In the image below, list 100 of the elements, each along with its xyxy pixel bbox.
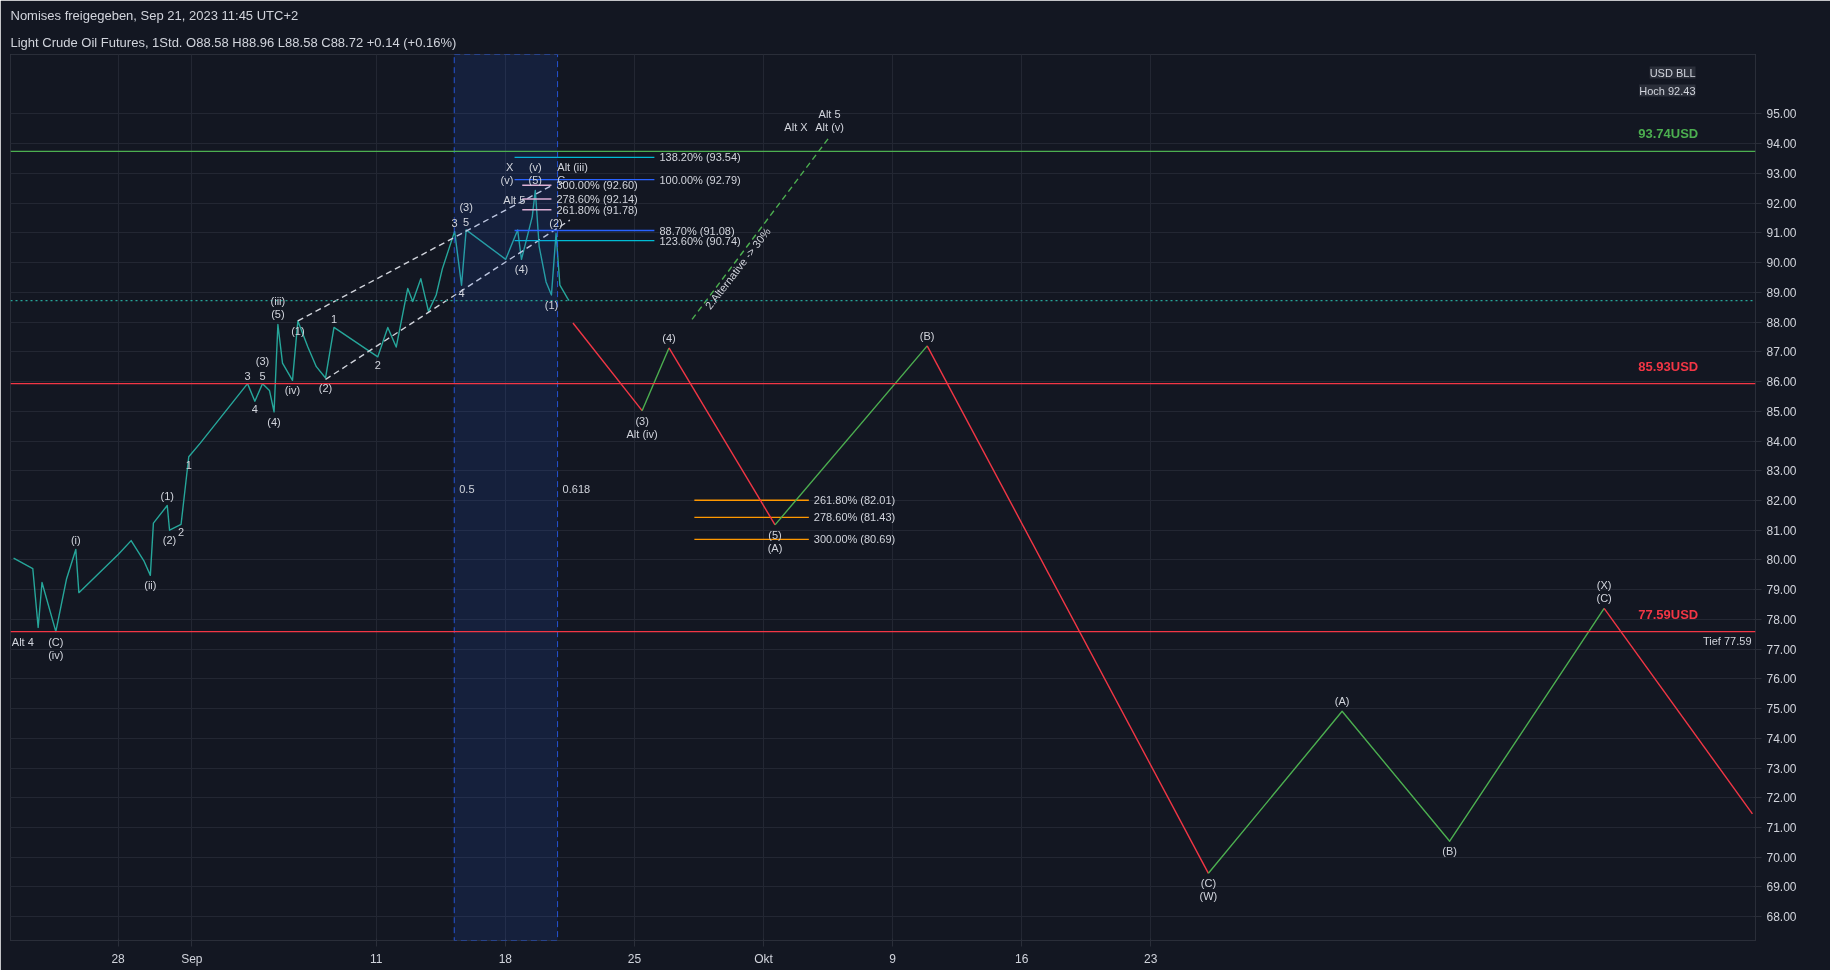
y-tick-label: 84.00 (1766, 434, 1797, 449)
annotation: (A) (1334, 695, 1350, 708)
annotation: (4) (514, 263, 529, 276)
annotation: 3 (451, 217, 458, 230)
ref-line-label: 85.93USD (1638, 358, 1699, 374)
annotation: 5 (463, 215, 470, 228)
annotation: (4) (662, 331, 676, 344)
line-series (1207, 607, 1605, 875)
annotation: 4 (251, 403, 258, 416)
annotation: 278.60% (92.14) (556, 193, 638, 205)
annotation: (5) (271, 308, 285, 321)
y-tick-label: 90.00 (1766, 256, 1797, 271)
annotation: (3) (255, 354, 270, 367)
y-tick-label: 68.00 (1766, 910, 1797, 925)
annotation: (3) (635, 414, 649, 427)
annotation: Alt (iii) (557, 161, 588, 174)
y-tick-label: 69.00 (1766, 880, 1797, 895)
annotation: Tief 77.59 (1702, 634, 1752, 647)
annotation: USD BLL (1649, 66, 1696, 79)
annotation: (i) (70, 533, 81, 546)
ref-line-label: 93.74USD (1638, 126, 1699, 142)
y-tick-label: 95.00 (1766, 107, 1797, 122)
y-tick-label: 88.00 (1766, 315, 1797, 330)
annotation: (4) (267, 415, 281, 428)
x-tick-label: 9 (889, 951, 897, 966)
annotation: (C) (48, 635, 64, 648)
y-tick-label: 87.00 (1766, 345, 1797, 360)
annotation: (2) (318, 381, 333, 394)
y-tick-label: 75.00 (1766, 702, 1797, 717)
annotation: (X) (1596, 579, 1612, 592)
annotation: 0.5 (459, 482, 475, 495)
annotation: 0.618 (562, 482, 591, 495)
annotation: 2 (374, 358, 381, 371)
y-tick-label: 91.00 (1766, 226, 1797, 241)
y-tick-label: 73.00 (1766, 761, 1797, 776)
x-tick-label: 28 (111, 951, 126, 966)
annotation: (W) (1199, 890, 1218, 903)
x-tick-label: Okt (754, 951, 774, 966)
annotation: 278.60% (81.43) (813, 511, 896, 524)
annotation: (C) (1596, 592, 1612, 605)
annotation: (1) (160, 489, 174, 502)
y-tick-label: 77.00 (1766, 642, 1797, 657)
annotation: 1 (330, 313, 338, 326)
y-tick-label: 85.00 (1766, 404, 1797, 419)
annotation: (iv) (284, 384, 301, 397)
annotation: (v) (528, 161, 542, 174)
annotation: 2 (178, 526, 185, 539)
annotation: (A) (767, 541, 783, 554)
annotation: (5) (768, 528, 782, 541)
y-tick-label: 83.00 (1766, 464, 1797, 479)
y-tick-label: 79.00 (1766, 583, 1797, 598)
y-tick-label: 89.00 (1766, 285, 1797, 300)
y-tick-label: 94.00 (1766, 137, 1797, 152)
annotation: (B) (1442, 845, 1458, 858)
x-tick-label: 23 (1144, 951, 1158, 966)
y-tick-label: 72.00 (1766, 791, 1797, 806)
y-tick-label: 81.00 (1766, 523, 1797, 538)
y-tick-label: 74.00 (1766, 731, 1797, 746)
x-tick-label: 11 (370, 951, 383, 966)
annotation: (C) (1200, 877, 1217, 890)
chart-subtitle: Nomises freigegeben, Sep 21, 2023 11:45 UTC+2 (10, 7, 299, 23)
annotation: (3) (459, 200, 473, 213)
annotation: 3 (244, 369, 251, 382)
y-tick-label: 93.00 (1766, 166, 1797, 181)
annotation: 5 (259, 369, 266, 382)
x-tick-label: Sep (181, 951, 203, 966)
x-tick-label: 16 (1015, 951, 1029, 966)
y-tick-label: 70.00 (1766, 850, 1797, 865)
y-tick-label: 71.00 (1766, 821, 1797, 836)
annotation: 138.20% (93.54) (659, 151, 741, 164)
annotation: Alt 4 (11, 635, 34, 648)
x-tick-label: 18 (498, 951, 513, 966)
annotation: X (505, 161, 514, 174)
annotation: (iii) (270, 295, 286, 308)
annotation: (iv) (48, 648, 64, 661)
annotation: Alt (iv) (626, 427, 658, 440)
annotation: 100.00% (92.79) (659, 173, 741, 186)
chart-title: Light Crude Oil Futures, 1Std. O88.58 H88.96 L88.58 C88.72 +0.14 (+0.16%) (10, 34, 457, 50)
ref-line-label: 77.59USD (1638, 606, 1699, 622)
annotation: 1 (185, 458, 192, 471)
annotation: (v) (500, 174, 514, 187)
annotation: Alt 5 (818, 107, 841, 120)
annotation: (2) (549, 217, 563, 230)
x-tick-label: 25 (627, 951, 642, 966)
y-tick-label: 76.00 (1766, 672, 1797, 687)
annotation: Hoch 92.43 (1639, 84, 1696, 97)
y-tick-label: 78.00 (1766, 612, 1797, 627)
annotation: (B) (919, 329, 935, 342)
annotation: (1) (544, 299, 559, 312)
annotation: 261.80% (82.01) (813, 494, 896, 507)
annotation: Alt 5 (503, 194, 526, 207)
annotation: (2) (162, 534, 177, 547)
annotation: Alt X (784, 120, 809, 133)
y-tick-label: 80.00 (1766, 553, 1797, 568)
annotation: (ii) (144, 579, 157, 592)
annotation: Alt (v) (815, 120, 844, 133)
annotation: 300.00% (80.69) (813, 533, 896, 546)
annotation: 4 (458, 287, 465, 300)
y-tick-label: 92.00 (1766, 196, 1797, 211)
y-tick-label: 82.00 (1766, 493, 1797, 508)
